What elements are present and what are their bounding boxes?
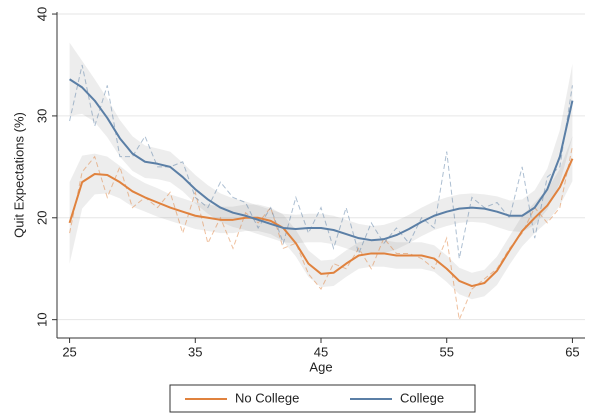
y-tick-label: 40: [34, 7, 49, 21]
y-axis-label: Quit Expectations (%): [11, 112, 26, 238]
x-tick-label: 45: [314, 344, 328, 359]
confidence-band: [69, 136, 573, 300]
x-axis-label: Age: [309, 359, 332, 374]
x-tick-label: 55: [439, 344, 453, 359]
legend-label: College: [400, 390, 444, 405]
y-tick-label: 30: [34, 109, 49, 123]
y-tick-label: 20: [34, 211, 49, 225]
confidence-band: [69, 42, 573, 255]
legend-label: No College: [235, 390, 299, 405]
x-tick-label: 25: [62, 344, 76, 359]
x-tick-label: 65: [565, 344, 579, 359]
y-tick-label: 10: [34, 312, 49, 326]
smooth-line: [68, 158, 574, 288]
raw-line: [69, 64, 573, 259]
smooth-line: [69, 78, 574, 242]
x-tick-label: 35: [188, 344, 202, 359]
raw-line: [69, 146, 573, 322]
